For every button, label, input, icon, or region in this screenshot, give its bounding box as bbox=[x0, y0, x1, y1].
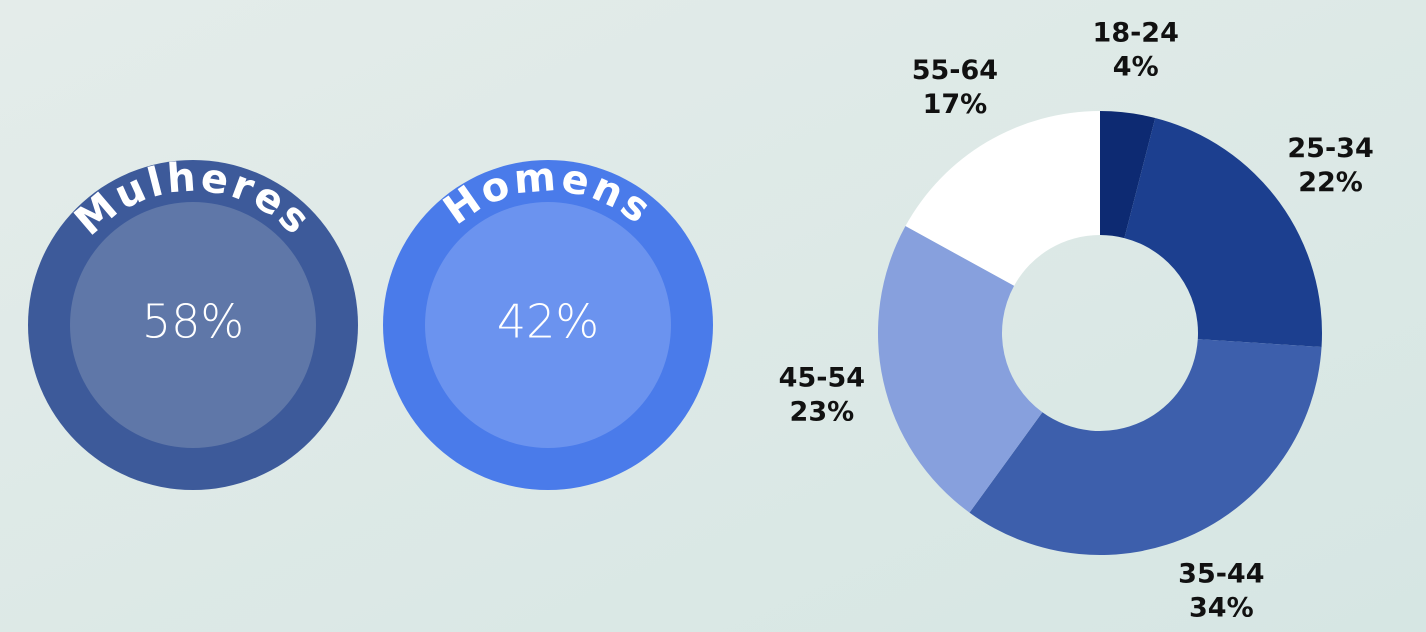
donut-slice bbox=[1124, 117, 1322, 347]
slice-value: 22% bbox=[1298, 167, 1363, 198]
donut-slice bbox=[1100, 111, 1156, 239]
badge-inner bbox=[425, 202, 671, 448]
badge-value: 42% bbox=[497, 295, 599, 349]
slice-label: 45-54 bbox=[779, 363, 865, 394]
donut-slice bbox=[878, 226, 1043, 513]
slice-label: 25-34 bbox=[1287, 133, 1373, 164]
slice-value: 23% bbox=[790, 397, 855, 428]
donut-slice bbox=[969, 339, 1322, 555]
slice-value: 4% bbox=[1113, 52, 1159, 83]
slice-label: 18-24 bbox=[1093, 18, 1179, 49]
badge-value: 58% bbox=[142, 295, 244, 349]
slice-value: 34% bbox=[1189, 592, 1254, 623]
slice-value: 17% bbox=[923, 89, 988, 120]
slice-label: 55-64 bbox=[912, 55, 998, 86]
donut-slice bbox=[905, 111, 1100, 286]
slice-label: 35-44 bbox=[1178, 558, 1264, 589]
badge-inner bbox=[70, 202, 316, 448]
